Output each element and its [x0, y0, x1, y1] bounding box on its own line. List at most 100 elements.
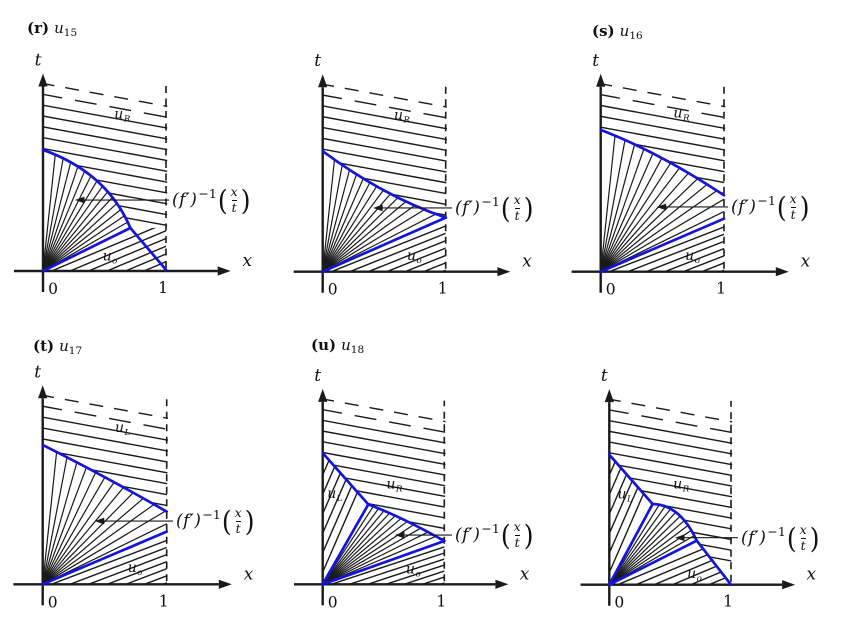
x1-tick-label: 1 — [158, 279, 168, 297]
annotation-arrowhead — [373, 204, 383, 212]
annotation-close-paren: ) — [809, 521, 820, 555]
annotation-open-paren: ( — [786, 521, 797, 555]
annotation-arrowhead — [394, 531, 405, 539]
annotation-arrowhead — [94, 517, 105, 525]
annotation-superscript: −1 — [481, 520, 500, 536]
annotation-arrowhead — [74, 196, 85, 204]
flux-inverse-annotation: (f′) −1(x t) — [731, 190, 809, 224]
axis-label-x: x — [520, 564, 530, 584]
axes — [13, 398, 219, 606]
axes — [571, 86, 776, 293]
annotation-superscript: −1 — [202, 506, 221, 522]
origin-tick-label: 0 — [328, 593, 338, 611]
region-label-uo: uo — [685, 248, 700, 266]
annotation-close-paren: ) — [240, 183, 251, 217]
annotation-fraction-denominator: t — [800, 537, 806, 553]
annotation-fraction-numerator: x — [789, 191, 797, 206]
hatch-lower-region — [51, 539, 167, 585]
panel-label-variable: u — [59, 337, 69, 355]
annotation-close-paren: ) — [523, 191, 534, 225]
panel-label-subscript: 18 — [350, 344, 365, 356]
annotation-fraction-denominator: t — [235, 520, 241, 536]
region-label-uL: uL — [327, 486, 343, 504]
characteristic-fan — [600, 135, 725, 273]
axis-label-x: x — [522, 252, 532, 272]
annotation-open-paren: ( — [500, 191, 511, 225]
x1-tick-label: 1 — [716, 280, 726, 298]
annotation-open-paren: ( — [776, 190, 787, 224]
axis-label-t: t — [314, 51, 321, 71]
x-axis-arrow — [782, 580, 796, 590]
x-axis-arrow — [497, 267, 511, 277]
panel-label-variable: u — [341, 336, 351, 354]
x-axis-arrow — [775, 267, 789, 277]
region-label-uR: uR — [386, 476, 403, 494]
axis-label-t: t — [314, 366, 321, 386]
hatch-lower-region — [330, 545, 445, 585]
annotation-fraction-denominator: t — [231, 199, 237, 215]
annotation-superscript: −1 — [481, 193, 500, 209]
shock-rarefaction-boundary — [321, 149, 448, 274]
annotation-open-paren: ( — [221, 504, 232, 538]
region-label-uL: uL — [617, 486, 633, 504]
annotation-arrowhead — [656, 203, 667, 211]
x1-tick-label: 1 — [723, 593, 733, 611]
characteristic-fan — [608, 504, 695, 586]
x-axis-arrow — [495, 579, 509, 589]
axes — [293, 87, 498, 293]
panel-label-prefix: (s) — [592, 22, 615, 40]
shock-rarefaction-boundary — [41, 148, 168, 273]
annotation-f-prime: (f′) — [741, 528, 767, 548]
annotation-superscript: −1 — [757, 192, 776, 208]
axis-label-x: x — [807, 565, 817, 585]
x-axis-arrow — [218, 579, 232, 589]
annotation-fraction-numerator: x — [799, 522, 807, 537]
t-axis-arrow — [318, 74, 328, 88]
axes — [294, 401, 496, 606]
region-label-uR: uR — [673, 106, 690, 124]
annotation-fraction-numerator: x — [513, 192, 521, 207]
hatch-upper-region — [608, 398, 733, 562]
panel-label-subscript: 17 — [68, 345, 83, 357]
t-axis-arrow — [38, 73, 48, 87]
origin-tick-label: 0 — [48, 280, 58, 298]
panel-label-prefix: (r) — [27, 19, 50, 37]
axis-label-t: t — [601, 366, 608, 386]
hatch-left-region — [609, 454, 653, 573]
annotation-superscript: −1 — [767, 523, 786, 539]
annotation-fraction-denominator: t — [514, 207, 520, 223]
flux-inverse-annotation: (f′) −1(x t) — [172, 183, 251, 217]
shock-rarefaction-boundary — [41, 443, 169, 586]
annotation-close-paren: ) — [244, 504, 255, 538]
axes — [580, 402, 783, 606]
axis-label-x: x — [801, 252, 811, 272]
region-label-uR: uR — [114, 107, 131, 125]
axis-label-t: t — [592, 51, 599, 71]
flux-inverse-annotation: (f′) −1(x t) — [455, 191, 534, 225]
axis-label-x: x — [242, 251, 252, 271]
shock-rarefaction-boundary — [599, 128, 726, 274]
origin-tick-label: 0 — [614, 594, 624, 612]
hatch-lower-region — [331, 224, 446, 272]
origin-tick-label: 0 — [328, 281, 338, 299]
annotation-f-prime: (f′) — [172, 190, 198, 210]
hatch-lower-region — [609, 225, 724, 272]
shock-rarefaction-boundary — [607, 453, 733, 587]
panel-label-prefix: (u) — [311, 336, 337, 354]
x1-tick-label: 1 — [159, 592, 169, 610]
axis-label-x: x — [244, 564, 254, 584]
annotation-arrowhead — [675, 534, 685, 542]
flux-inverse-annotation: (f′) −1(x t) — [741, 521, 820, 555]
t-axis-arrow — [596, 73, 606, 87]
x-axis-arrow — [217, 266, 231, 276]
annotation-f-prime: (f′) — [455, 525, 481, 545]
characteristic-fan — [42, 451, 167, 585]
panel-label-u15: (r) u15 — [27, 19, 77, 39]
annotation-fraction-denominator: t — [514, 534, 520, 550]
